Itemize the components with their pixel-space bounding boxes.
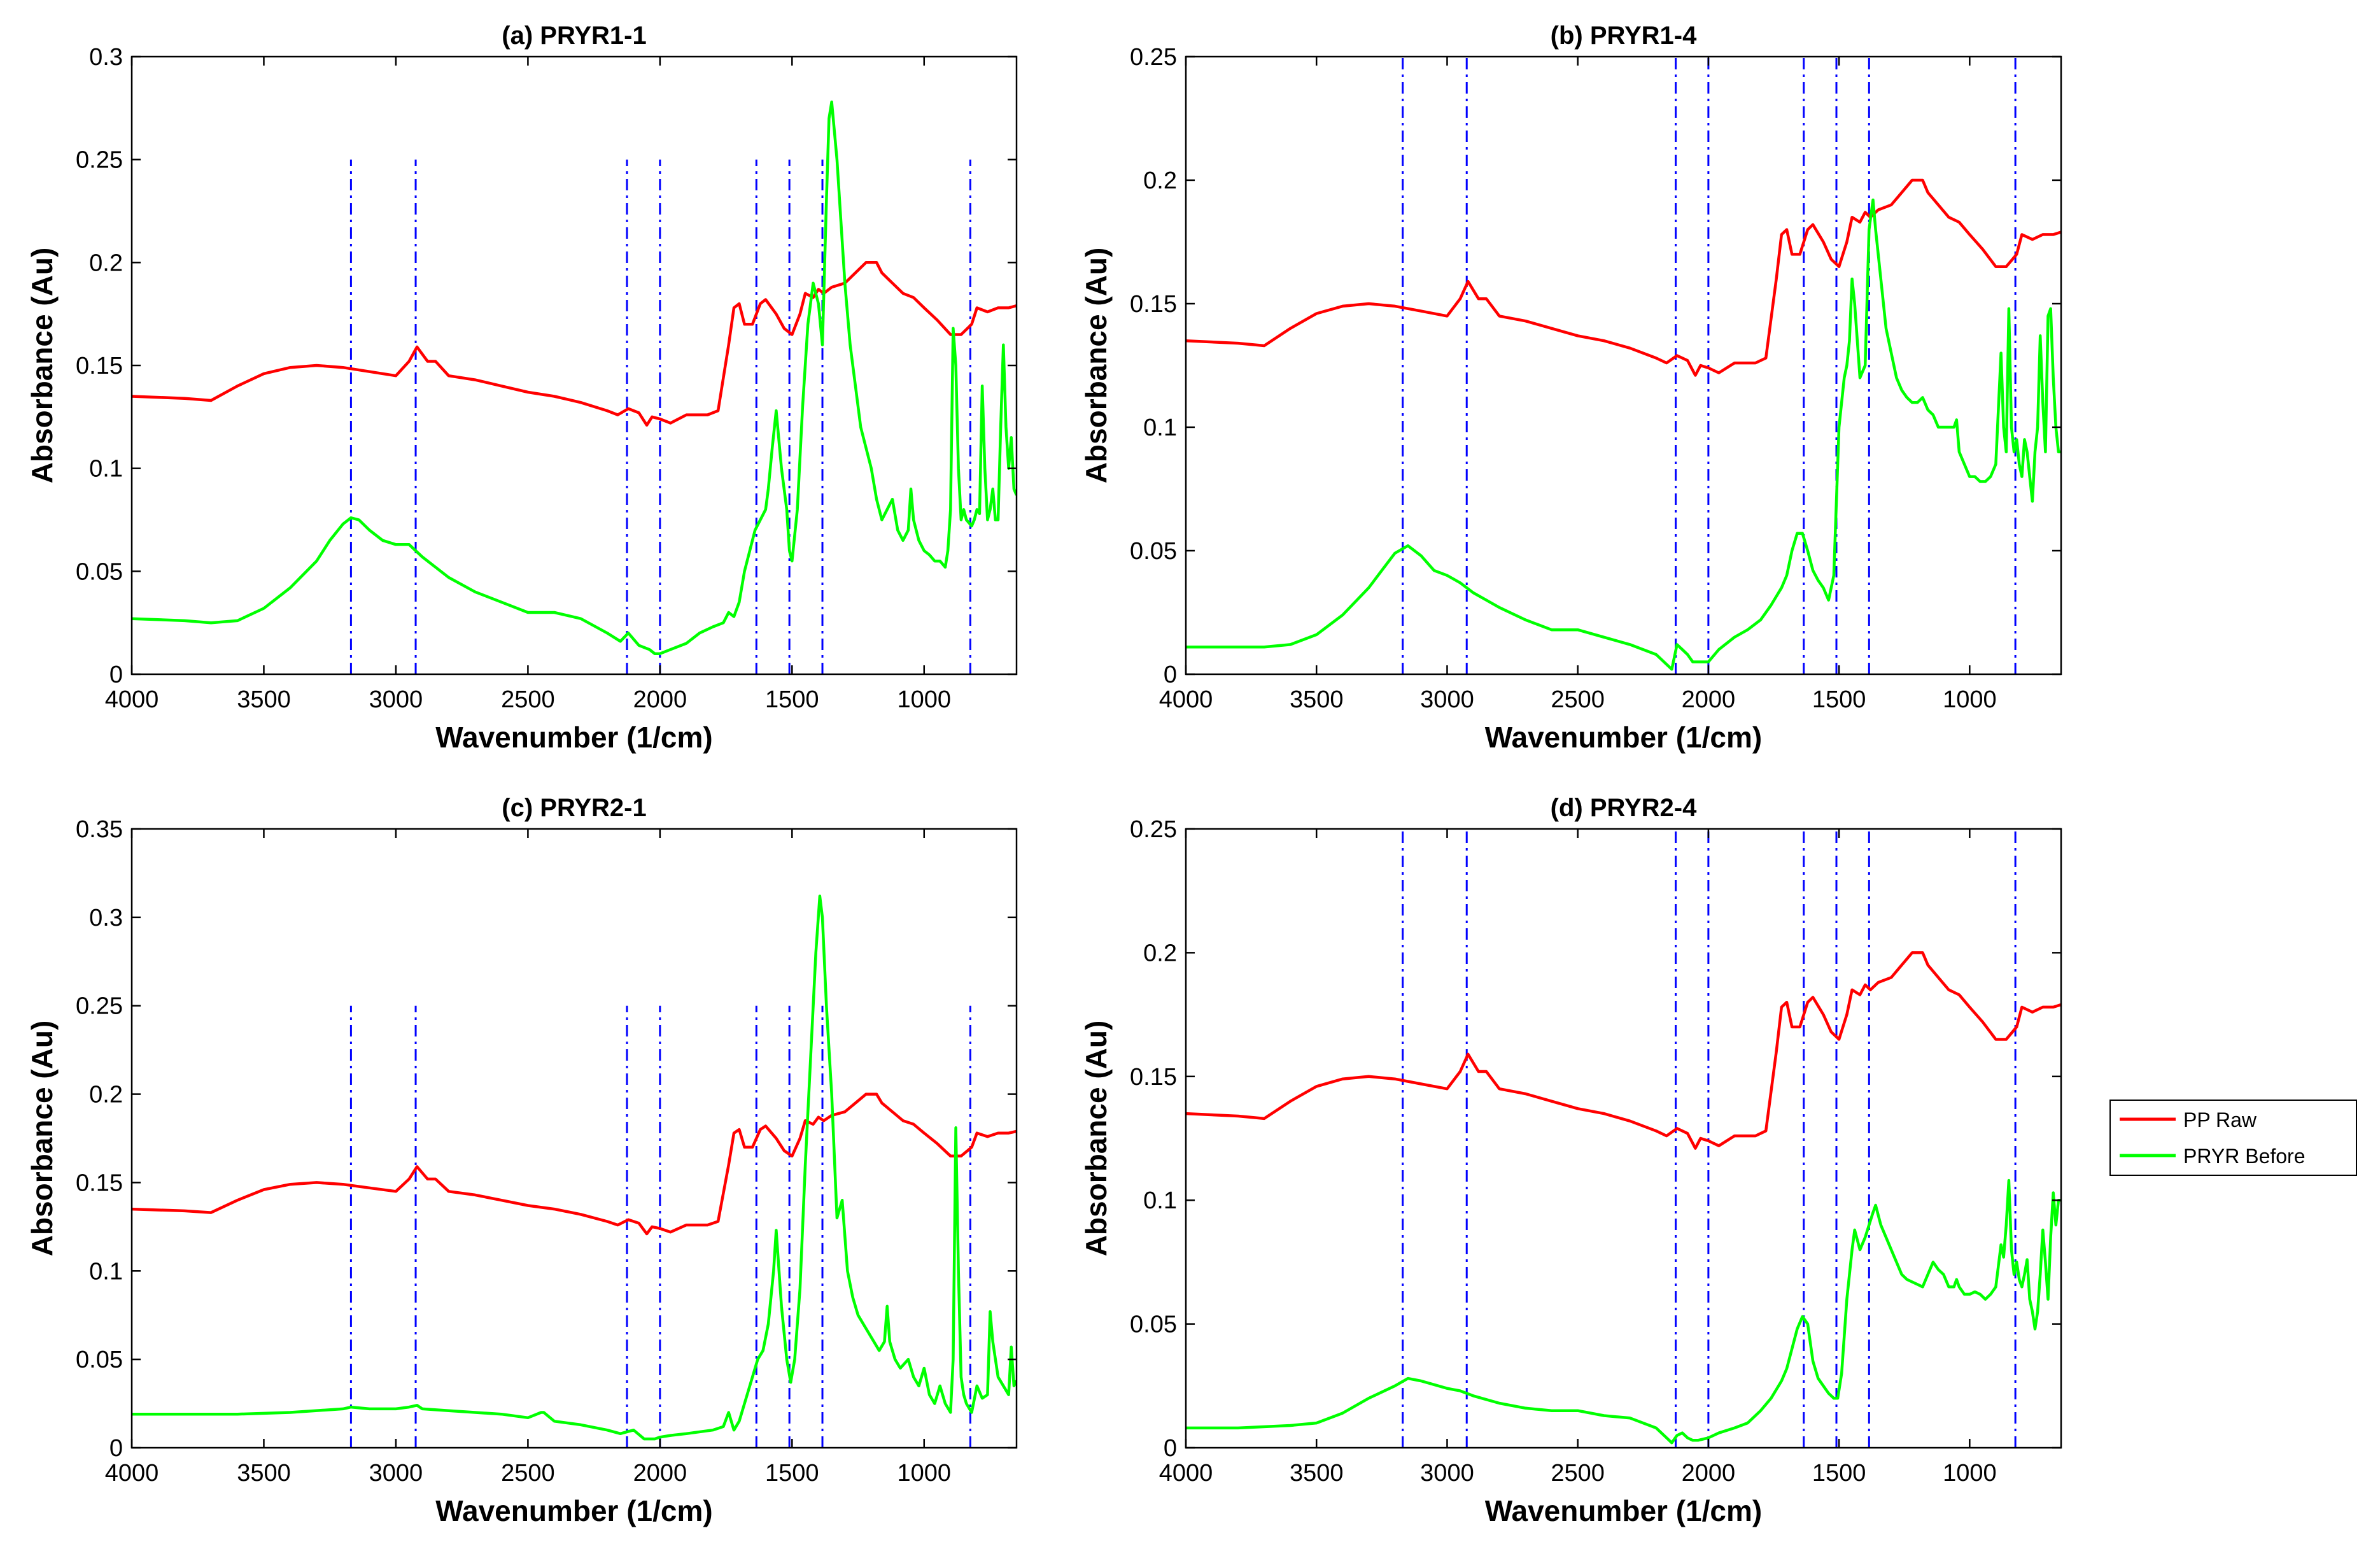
panel-c-x-axis-label: Wavenumber (1/cm) bbox=[435, 1494, 712, 1527]
panel-d-y-tick-label: 0.1 bbox=[1143, 1187, 1177, 1214]
panel-b-title: (b) PRYR1-4 bbox=[1551, 22, 1697, 50]
panel-b-ticks: 4000 3500 3000 2500 2000 1500 1000 0 0.05 0.1 0.15… bbox=[1130, 44, 2061, 713]
panel-a-series bbox=[132, 100, 1017, 674]
panel-c-y-tick-label: 0.15 bbox=[76, 1170, 123, 1196]
panel-a-x-tick-label: 2500 bbox=[501, 686, 555, 713]
panel-b-x-tick-label: 1000 bbox=[1943, 686, 1997, 713]
panel-d-series bbox=[1186, 829, 2061, 1448]
panel-a-y-tick-label: 0 bbox=[109, 661, 123, 688]
panel-c-series-pryr-before bbox=[132, 895, 1017, 1441]
panel-b-y-tick-label: 0.05 bbox=[1130, 538, 1177, 565]
panel-b-x-tick-label: 3000 bbox=[1420, 686, 1474, 713]
panel-a-y-tick-label: 0.3 bbox=[89, 44, 123, 71]
panel-c-series-pp-raw bbox=[132, 1093, 1017, 1236]
panel-a-x-tick-label: 2000 bbox=[633, 686, 687, 713]
panel-c-ticks: 4000 3500 3000 2500 2000 1500 1000 0 0.05 0.1 0.15… bbox=[76, 816, 1017, 1487]
legend-box bbox=[2109, 1100, 2357, 1176]
panel-a-y-tick-label: 0.05 bbox=[76, 558, 123, 585]
panel-a-y-tick-label: 0.15 bbox=[76, 353, 123, 379]
panel-d-x-tick-label: 1500 bbox=[1812, 1460, 1866, 1487]
panel-a-x-tick-label: 1500 bbox=[765, 686, 819, 713]
panel-b-y-tick-label: 0.2 bbox=[1143, 167, 1177, 194]
panel-c-title: (c) PRYR2-1 bbox=[502, 794, 646, 822]
panel-a-y-axis-label: Absorbance (Au) bbox=[25, 248, 59, 484]
panel-d-x-tick-label: 2500 bbox=[1551, 1460, 1605, 1487]
panel-d-series-pp-raw bbox=[1186, 951, 2061, 1150]
panel-b-x-tick-label: 4000 bbox=[1159, 686, 1213, 713]
panel-b-y-tick-label: 0.1 bbox=[1143, 414, 1177, 441]
panel-c-x-tick-label: 4000 bbox=[105, 1460, 159, 1487]
panel-c-axes-frame bbox=[130, 828, 1018, 1449]
panel-c-x-tick-label: 3000 bbox=[369, 1460, 423, 1487]
panel-d-x-tick-label: 2000 bbox=[1682, 1460, 1736, 1487]
panel-a-x-axis-label: Wavenumber (1/cm) bbox=[435, 721, 712, 754]
panel-b-series-pryr-before bbox=[1186, 198, 2061, 671]
panel-a-title: (a) PRYR1-1 bbox=[502, 22, 646, 50]
legend-label-pp-raw: PP Raw bbox=[2183, 1108, 2257, 1131]
panel-d: 4000 3500 3000 2500 2000 1500 1000 0 0.05 0.1 0.15… bbox=[1080, 794, 2062, 1527]
panel-c-y-tick-label: 0.25 bbox=[76, 993, 123, 1020]
panel-d-series-pryr-before bbox=[1186, 1178, 2061, 1445]
panel-d-axes-frame bbox=[1185, 828, 2062, 1449]
panel-d-x-tick-label: 4000 bbox=[1159, 1460, 1213, 1487]
panel-d-x-tick-label: 3000 bbox=[1420, 1460, 1474, 1487]
panel-d-x-tick-label: 1000 bbox=[1943, 1460, 1997, 1487]
panel-d-y-axis-label: Absorbance (Au) bbox=[1080, 1021, 1113, 1257]
panel-d-x-axis-label: Wavenumber (1/cm) bbox=[1485, 1494, 1762, 1527]
panel-b-y-tick-label: 0.15 bbox=[1130, 291, 1177, 318]
panel-b-series bbox=[1186, 57, 2061, 674]
panel-b-axes-frame bbox=[1185, 55, 2062, 675]
panel-c-x-tick-label: 1500 bbox=[765, 1460, 819, 1487]
panel-c: 4000 3500 3000 2500 2000 1500 1000 0 0.05 0.1 0.15… bbox=[25, 794, 1018, 1527]
panel-a-x-tick-label: 3500 bbox=[237, 686, 291, 713]
legend-label-pryr-before: PRYR Before bbox=[2183, 1145, 2306, 1168]
panel-b-series-pp-raw bbox=[1186, 178, 2061, 377]
panel-a-x-tick-label: 1000 bbox=[898, 686, 952, 713]
panel-c-x-tick-label: 2000 bbox=[633, 1460, 687, 1487]
panel-a-ticks: 4000 3500 3000 2500 2000 1500 1000 0 0.05 0.1 0.15… bbox=[76, 44, 1017, 713]
panel-b-y-tick-label: 0 bbox=[1164, 661, 1177, 688]
panel-b-x-axis-label: Wavenumber (1/cm) bbox=[1485, 721, 1762, 754]
panel-a-x-tick-label: 4000 bbox=[105, 686, 159, 713]
panel-d-title: (d) PRYR2-4 bbox=[1551, 794, 1697, 822]
panel-a-series-pryr-before bbox=[132, 100, 1017, 655]
panel-a-y-tick-label: 0.2 bbox=[89, 250, 123, 276]
panel-c-x-tick-label: 3500 bbox=[237, 1460, 291, 1487]
panel-b: 4000 3500 3000 2500 2000 1500 1000 0 0.05 0.1 0.15… bbox=[1080, 22, 2062, 754]
legend: PP Raw PRYR Before bbox=[2109, 1100, 2357, 1176]
panel-c-y-tick-label: 0 bbox=[109, 1435, 123, 1462]
panel-c-y-tick-label: 0.2 bbox=[89, 1082, 123, 1108]
panel-d-x-tick-label: 3500 bbox=[1290, 1460, 1344, 1487]
panel-c-y-axis-label: Absorbance (Au) bbox=[25, 1021, 59, 1257]
panel-a-y-tick-label: 0.1 bbox=[89, 456, 123, 483]
panel-a-series-pp-raw bbox=[132, 261, 1017, 427]
panel-d-y-tick-label: 0 bbox=[1164, 1435, 1177, 1462]
panel-b-x-tick-label: 3500 bbox=[1290, 686, 1344, 713]
panel-d-y-tick-label: 0.25 bbox=[1130, 816, 1177, 843]
panel-d-ticks: 4000 3500 3000 2500 2000 1500 1000 0 0.05 0.1 0.15… bbox=[1130, 816, 2061, 1487]
panel-b-y-axis-label: Absorbance (Au) bbox=[1080, 248, 1113, 484]
panel-d-y-tick-label: 0.15 bbox=[1130, 1064, 1177, 1091]
panel-b-y-tick-label: 0.25 bbox=[1130, 44, 1177, 71]
panel-c-x-tick-label: 2500 bbox=[501, 1460, 555, 1487]
panel-c-y-tick-label: 0.35 bbox=[76, 816, 123, 843]
panel-b-x-tick-label: 2000 bbox=[1682, 686, 1736, 713]
panel-c-y-tick-label: 0.3 bbox=[89, 905, 123, 931]
panel-c-series bbox=[132, 895, 1017, 1448]
panel-c-y-tick-label: 0.05 bbox=[76, 1347, 123, 1373]
panel-b-x-tick-label: 2500 bbox=[1551, 686, 1605, 713]
panel-c-x-tick-label: 1000 bbox=[898, 1460, 952, 1487]
panel-d-y-tick-label: 0.2 bbox=[1143, 940, 1177, 966]
panel-a-x-tick-label: 3000 bbox=[369, 686, 423, 713]
panel-a: 4000 3500 3000 2500 2000 1500 1000 0 0.05 0.1 0.15… bbox=[25, 22, 1018, 754]
panel-c-y-tick-label: 0.1 bbox=[89, 1258, 123, 1285]
panel-d-y-tick-label: 0.05 bbox=[1130, 1312, 1177, 1338]
panel-a-y-tick-label: 0.25 bbox=[76, 147, 123, 174]
panel-b-x-tick-label: 1500 bbox=[1812, 686, 1866, 713]
